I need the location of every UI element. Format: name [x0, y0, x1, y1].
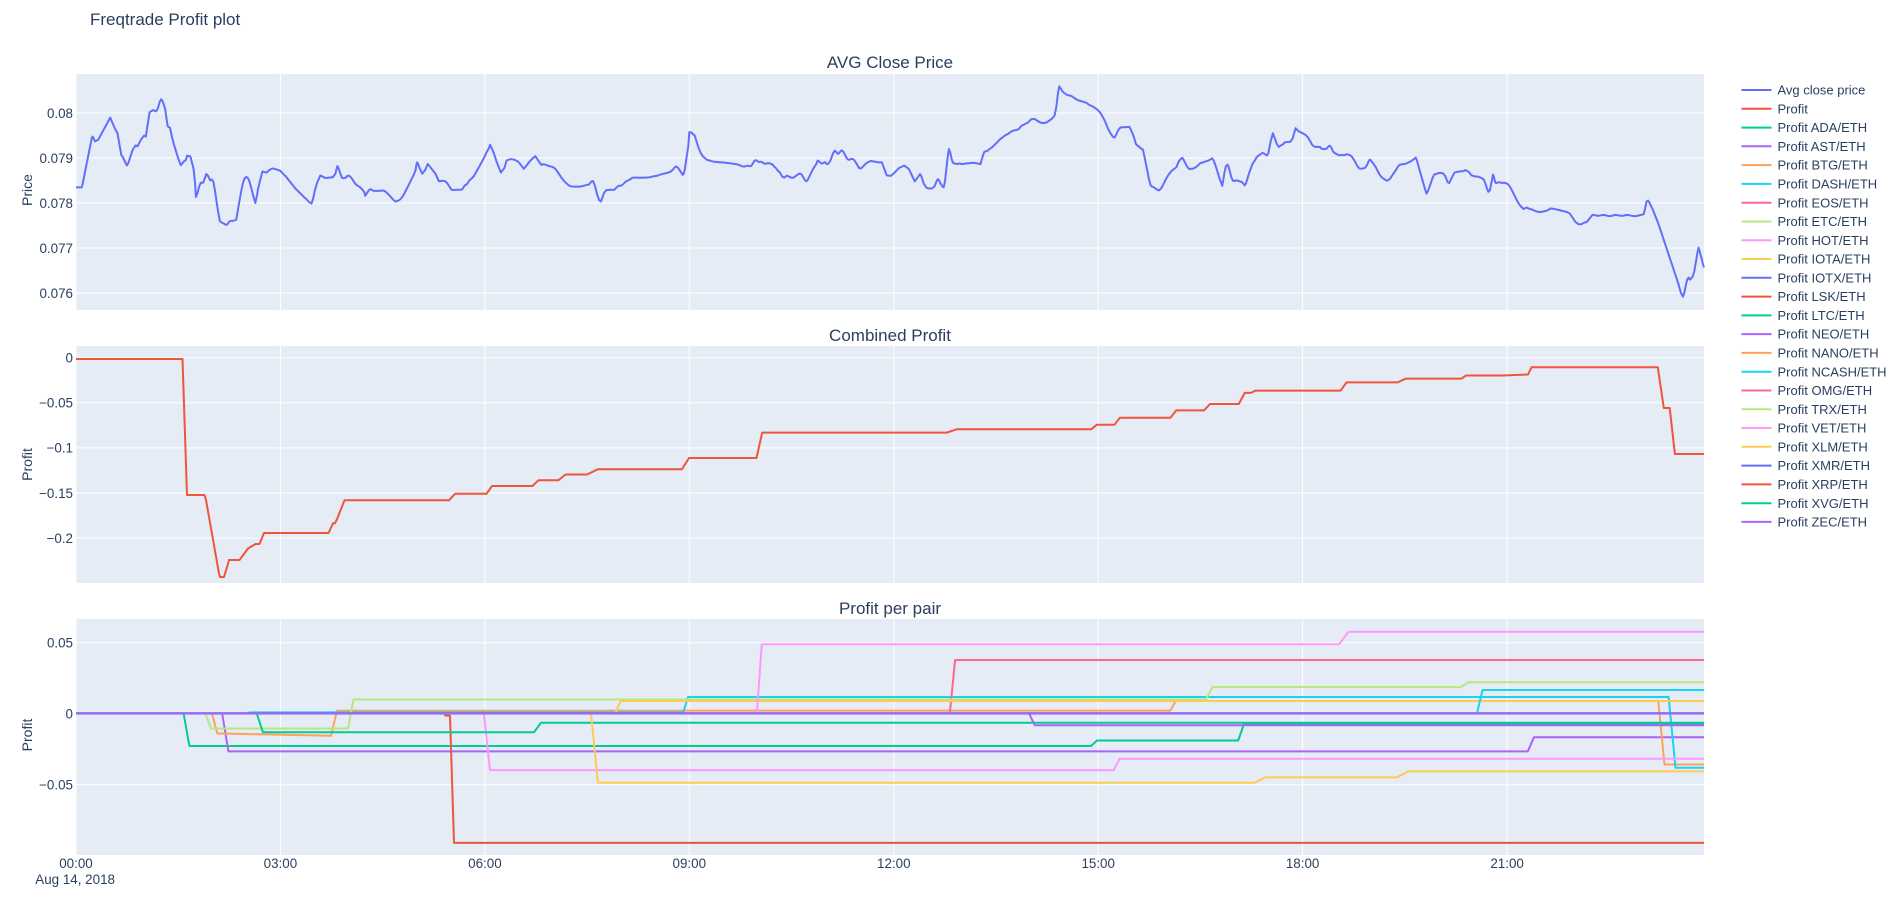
- svg-text:0.079: 0.079: [39, 151, 73, 166]
- svg-text:18:00: 18:00: [1286, 856, 1320, 871]
- svg-text:Profit XVG/ETH: Profit XVG/ETH: [1778, 496, 1869, 511]
- svg-text:Combined Profit: Combined Profit: [829, 326, 951, 345]
- svg-text:−0.2: −0.2: [47, 531, 73, 546]
- svg-text:Profit IOTA/ETH: Profit IOTA/ETH: [1778, 252, 1871, 267]
- svg-text:0: 0: [66, 351, 73, 366]
- svg-text:Profit IOTX/ETH: Profit IOTX/ETH: [1778, 270, 1872, 285]
- svg-text:Profit OMG/ETH: Profit OMG/ETH: [1778, 383, 1873, 398]
- svg-text:15:00: 15:00: [1081, 856, 1115, 871]
- svg-text:0.077: 0.077: [39, 241, 73, 256]
- svg-text:Profit XRP/ETH: Profit XRP/ETH: [1778, 477, 1868, 492]
- svg-text:0.078: 0.078: [39, 196, 73, 211]
- svg-text:Profit: Profit: [19, 719, 35, 752]
- svg-text:−0.15: −0.15: [39, 486, 73, 501]
- svg-text:0.076: 0.076: [39, 286, 73, 301]
- svg-text:Profit HOT/ETH: Profit HOT/ETH: [1778, 233, 1869, 248]
- svg-text:Profit NCASH/ETH: Profit NCASH/ETH: [1778, 364, 1887, 379]
- svg-text:Profit EOS/ETH: Profit EOS/ETH: [1778, 195, 1869, 210]
- svg-text:Profit BTG/ETH: Profit BTG/ETH: [1778, 158, 1868, 173]
- svg-text:12:00: 12:00: [877, 856, 911, 871]
- svg-text:Profit LSK/ETH: Profit LSK/ETH: [1778, 289, 1866, 304]
- svg-text:Profit NEO/ETH: Profit NEO/ETH: [1778, 327, 1870, 342]
- svg-text:−0.05: −0.05: [39, 778, 73, 793]
- svg-text:Avg close price: Avg close price: [1778, 83, 1866, 98]
- svg-text:Profit AST/ETH: Profit AST/ETH: [1778, 139, 1866, 154]
- svg-text:Profit ZEC/ETH: Profit ZEC/ETH: [1778, 515, 1868, 530]
- svg-text:0: 0: [66, 706, 73, 721]
- svg-text:Profit NANO/ETH: Profit NANO/ETH: [1778, 346, 1879, 361]
- svg-text:03:00: 03:00: [264, 856, 298, 871]
- svg-text:21:00: 21:00: [1490, 856, 1524, 871]
- svg-text:Profit TRX/ETH: Profit TRX/ETH: [1778, 402, 1867, 417]
- svg-text:06:00: 06:00: [468, 856, 502, 871]
- svg-text:Profit DASH/ETH: Profit DASH/ETH: [1778, 177, 1878, 192]
- svg-text:0.05: 0.05: [47, 636, 73, 651]
- svg-text:−0.1: −0.1: [47, 441, 73, 456]
- svg-text:Profit: Profit: [1778, 101, 1809, 116]
- svg-text:0.08: 0.08: [47, 106, 73, 121]
- svg-text:Profit: Profit: [19, 448, 35, 481]
- svg-text:Profit LTC/ETH: Profit LTC/ETH: [1778, 308, 1865, 323]
- svg-text:Profit XMR/ETH: Profit XMR/ETH: [1778, 458, 1870, 473]
- svg-text:−0.05: −0.05: [39, 396, 73, 411]
- svg-text:Profit ETC/ETH: Profit ETC/ETH: [1778, 214, 1868, 229]
- svg-text:Price: Price: [19, 174, 35, 206]
- svg-text:Profit XLM/ETH: Profit XLM/ETH: [1778, 439, 1868, 454]
- svg-text:Freqtrade Profit plot: Freqtrade Profit plot: [90, 10, 241, 29]
- svg-text:09:00: 09:00: [673, 856, 707, 871]
- svg-text:00:00: 00:00: [59, 856, 93, 871]
- svg-text:Profit VET/ETH: Profit VET/ETH: [1778, 421, 1867, 436]
- svg-text:AVG Close Price: AVG Close Price: [827, 53, 953, 72]
- svg-text:Profit ADA/ETH: Profit ADA/ETH: [1778, 120, 1868, 135]
- svg-text:Aug 14, 2018: Aug 14, 2018: [35, 872, 115, 887]
- svg-text:Profit per pair: Profit per pair: [839, 599, 941, 618]
